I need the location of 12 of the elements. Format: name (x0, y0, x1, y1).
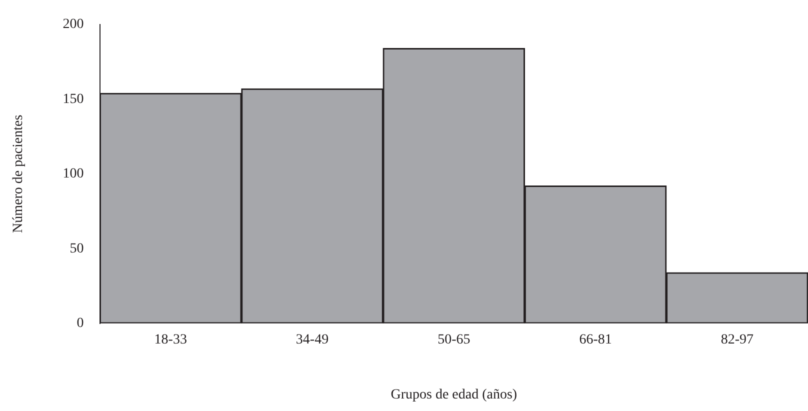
y-tick-label: 200 (62, 17, 84, 32)
x-tick-label: 66-81 (579, 332, 612, 348)
x-tick-label: 82-97 (720, 332, 754, 348)
y-tick-label: 100 (62, 166, 84, 182)
y-tick-label: 150 (62, 92, 84, 107)
y-axis-title: Número de pacientes (11, 114, 26, 233)
y-tick-label: 50 (70, 241, 84, 256)
x-tick-label: 34-49 (296, 332, 329, 348)
x-axis-title: Grupos de edad (años) (390, 387, 518, 402)
x-tick-label: 18-33 (154, 332, 187, 348)
y-tick-label: 0 (76, 316, 84, 332)
x-tick-label: 50-65 (438, 332, 470, 348)
